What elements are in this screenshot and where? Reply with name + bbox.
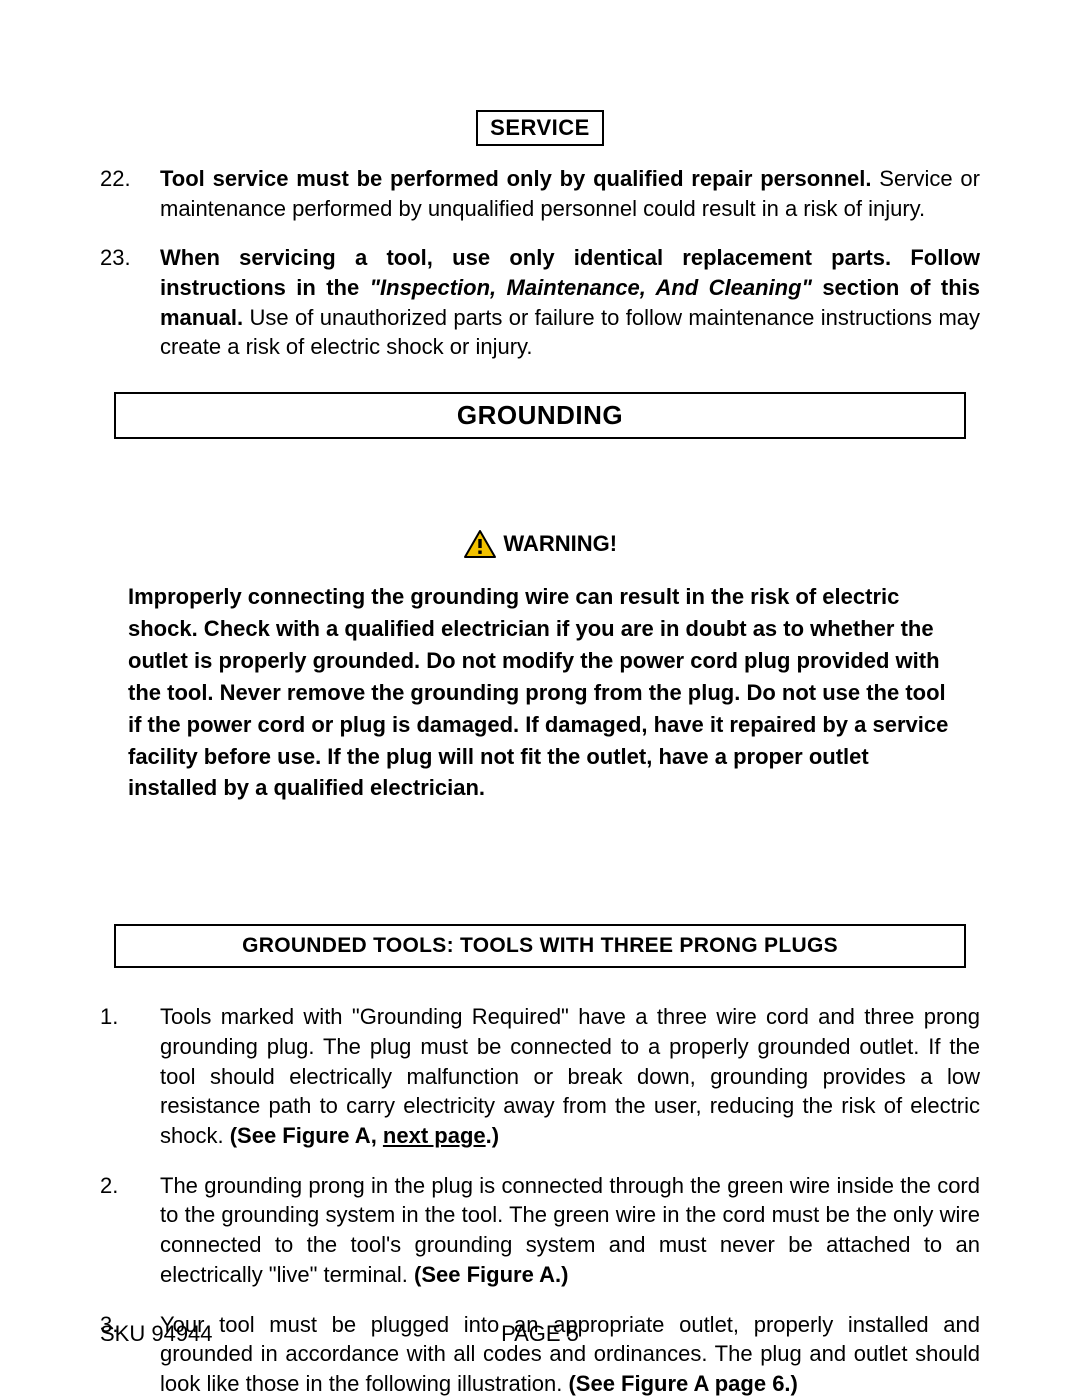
item-rest: Use of unauthorized parts or failure to … [160, 305, 980, 360]
warning-icon [463, 529, 497, 559]
item-body: The grounding prong in the plug is conne… [160, 1173, 980, 1287]
item-italic: "Inspection, Maintenance, And Cleaning" [370, 275, 812, 300]
list-item: 2. The grounding prong in the plug is co… [100, 1171, 980, 1290]
item-text: The grounding prong in the plug is conne… [160, 1171, 980, 1290]
item-text: When servicing a tool, use only identica… [160, 243, 980, 362]
item-bold: Tool service must be performed only by q… [160, 166, 872, 191]
warning-label: WARNING! [503, 531, 617, 556]
grounding-heading: GROUNDING [114, 392, 966, 439]
item-underline: next page [383, 1123, 486, 1148]
service-heading: SERVICE [476, 110, 604, 146]
item-text: Tool service must be performed only by q… [160, 164, 980, 223]
item-number: 22. [100, 164, 160, 223]
grounded-tools-heading: GROUNDED TOOLS: TOOLS WITH THREE PRONG P… [114, 924, 966, 968]
list-item: 22. Tool service must be performed only … [100, 164, 980, 223]
item-number: 2. [100, 1171, 160, 1290]
service-heading-wrap: SERVICE [100, 110, 980, 146]
warning-row: WARNING! [100, 529, 980, 559]
list-item: 1. Tools marked with "Grounding Required… [100, 1002, 980, 1150]
footer-page: PAGE 5 [501, 1321, 579, 1347]
footer-sku: SKU 94944 [100, 1321, 213, 1347]
item-number: 1. [100, 1002, 160, 1150]
item-bold-a: (See Figure A, [230, 1123, 383, 1148]
list-item: 23. When servicing a tool, use only iden… [100, 243, 980, 362]
item-bold: (See Figure A page 6.) [568, 1371, 797, 1396]
item-number: 23. [100, 243, 160, 362]
page-footer: SKU 94944 PAGE 5 [100, 1321, 980, 1347]
item-text: Tools marked with "Grounding Required" h… [160, 1002, 980, 1150]
warning-body: Improperly connecting the grounding wire… [128, 581, 952, 804]
item-bold: (See Figure A.) [414, 1262, 568, 1287]
item-bold-b: .) [486, 1123, 499, 1148]
